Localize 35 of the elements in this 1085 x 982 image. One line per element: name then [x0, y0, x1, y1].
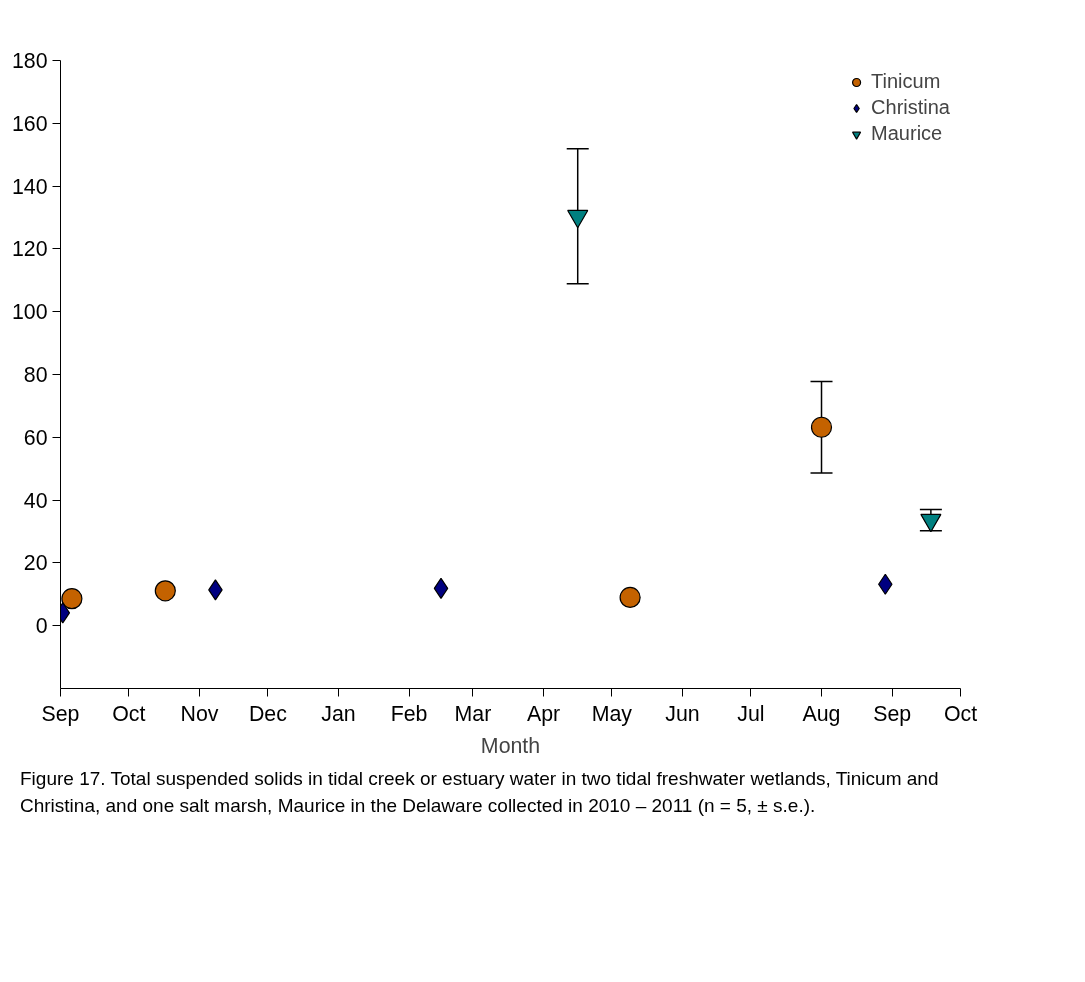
x-tick-label: Oct — [112, 701, 146, 726]
x-tick-label: Sep — [873, 701, 912, 726]
point — [810, 416, 833, 438]
y-tick-label: 20 — [23, 551, 48, 576]
point — [433, 577, 449, 599]
x-tick-label: Oct — [943, 701, 978, 726]
point — [154, 580, 176, 602]
x-tick-label: Apr — [526, 701, 561, 726]
x-tick-label: Jul — [737, 701, 765, 726]
x-tick-label: Sep — [41, 701, 80, 726]
x-tick-label: Nov — [180, 701, 219, 726]
x-tick-label: Jan — [321, 701, 356, 726]
x-tick-label: May — [591, 701, 633, 726]
legend-label: Maurice — [871, 122, 943, 145]
y-tick-label: 140 — [11, 174, 48, 199]
y-tick-label: 60 — [23, 425, 48, 450]
y-tick-label: 0 — [35, 614, 48, 639]
point — [619, 586, 641, 609]
y-tick-label: 120 — [11, 237, 48, 262]
x-axis-title: Month — [480, 733, 541, 758]
caption: Figure 17. Total suspended solids in tidal creek or estuary water in two tidal freshwater wetlands, Tinicum and Christina, and one salt marsh, Maurice in the Delaware collected in 2010 – 2011 (n = 5, ± s.e.). — [20, 767, 940, 819]
y-tick-label: 160 — [11, 111, 48, 136]
legend-label: Christina — [871, 96, 950, 119]
x-tick-label: Aug — [802, 701, 841, 726]
x-tick-label: Feb — [390, 701, 428, 726]
legend-label: Tinicum — [871, 70, 941, 93]
point — [61, 588, 83, 610]
x-tick-label: Jun — [665, 701, 700, 726]
y-tick-label: 100 — [11, 300, 48, 325]
y-tick-label: 80 — [23, 363, 48, 387]
point — [567, 209, 589, 229]
y-tick-label: 180 — [11, 49, 48, 73]
x-tick-label: Dec — [248, 701, 288, 726]
y-tick-label: 40 — [23, 488, 48, 513]
x-tick-label: Mar — [454, 701, 492, 726]
